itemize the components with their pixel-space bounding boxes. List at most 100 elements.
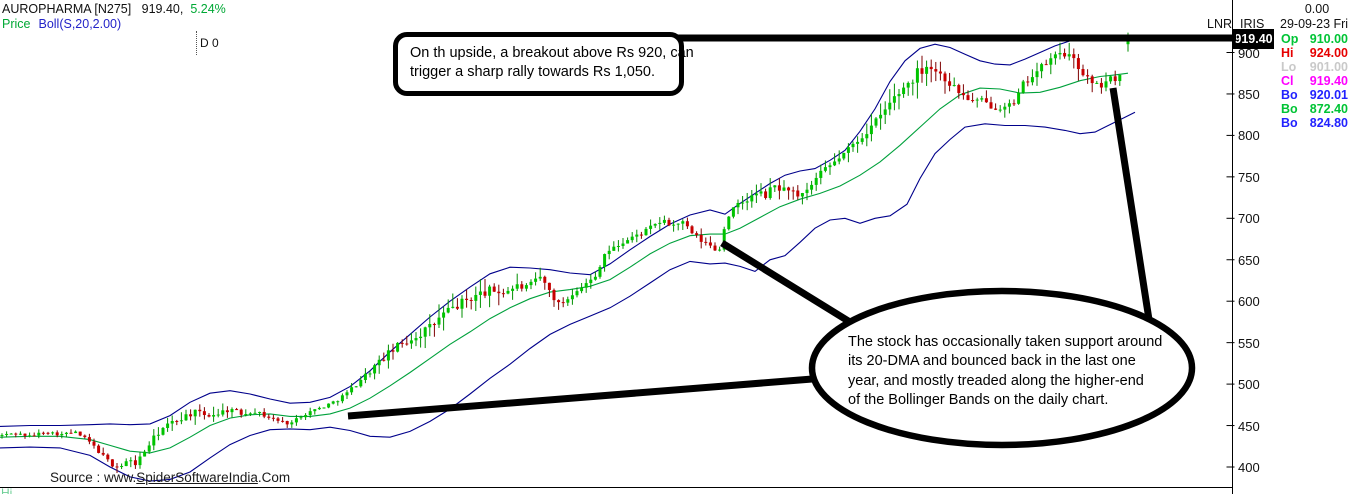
candle-up bbox=[593, 276, 597, 280]
quote-row-value: 910.00 bbox=[1309, 32, 1348, 46]
candle-up bbox=[221, 410, 225, 415]
support-callout-line3: year, and mostly treaded along the highe… bbox=[848, 372, 1144, 389]
candle-up bbox=[800, 193, 804, 197]
candle-down bbox=[787, 187, 791, 191]
cursor-readout: D 0 bbox=[200, 36, 219, 50]
candle-down bbox=[929, 66, 933, 70]
candle-up bbox=[1030, 77, 1034, 83]
candle-up bbox=[299, 417, 303, 419]
candle-up bbox=[676, 223, 680, 225]
candle-up bbox=[768, 187, 772, 198]
candle-down bbox=[271, 417, 275, 419]
iris-label: IRIS bbox=[1240, 17, 1265, 31]
candle-up bbox=[727, 216, 731, 230]
source-prefix: Source : www. bbox=[50, 470, 137, 485]
candle-down bbox=[267, 416, 271, 418]
candle-down bbox=[400, 342, 404, 344]
candle-up bbox=[649, 225, 653, 229]
candle-down bbox=[46, 432, 50, 434]
y-tick-label: 650 bbox=[1238, 252, 1260, 268]
candle-up bbox=[248, 413, 252, 415]
pointer-line-2 bbox=[720, 240, 860, 330]
next-pane-fragment: Hi bbox=[1, 486, 13, 494]
candle-up bbox=[814, 177, 818, 185]
candle-up bbox=[856, 141, 860, 144]
candle-down bbox=[639, 234, 643, 236]
candle-down bbox=[557, 300, 561, 303]
bollinger-lower-band bbox=[0, 111, 1136, 482]
candle-up bbox=[782, 187, 786, 191]
support-callout-text: The stock has occasionally taken support… bbox=[848, 333, 1188, 411]
candle-up bbox=[313, 409, 317, 412]
candle-up bbox=[1104, 81, 1108, 88]
candle-up bbox=[1003, 106, 1007, 110]
pointer-line-1 bbox=[347, 374, 826, 420]
y-tick-label: 600 bbox=[1238, 294, 1260, 310]
candle-up bbox=[359, 380, 363, 387]
candle-up bbox=[354, 386, 358, 388]
candle-down bbox=[920, 68, 924, 74]
quote-row-label: Bo bbox=[1281, 102, 1298, 116]
candle-up bbox=[598, 267, 602, 277]
candle-down bbox=[391, 350, 395, 352]
source-suffix: .Com bbox=[257, 470, 291, 485]
candle-down bbox=[106, 454, 110, 460]
y-tick-label: 500 bbox=[1238, 377, 1260, 393]
candle-up bbox=[879, 114, 883, 119]
quote-row-bo-4: Bo 920.01 bbox=[1281, 88, 1348, 102]
candle-down bbox=[189, 414, 193, 417]
candle-up bbox=[60, 433, 64, 436]
candle-up bbox=[925, 66, 929, 74]
candle-down bbox=[405, 343, 409, 345]
candle-up bbox=[170, 420, 174, 424]
candle-up bbox=[1021, 81, 1025, 93]
quote-row-value: 919.40 bbox=[1309, 74, 1348, 88]
candle-up bbox=[368, 373, 372, 375]
candle-up bbox=[124, 461, 128, 467]
candle-up bbox=[147, 445, 151, 452]
candle-up bbox=[294, 418, 298, 423]
candle-up bbox=[451, 306, 455, 308]
candle-down bbox=[1044, 64, 1048, 66]
candle-down bbox=[262, 411, 266, 417]
candle-up bbox=[754, 193, 758, 196]
lnr-label: LNR bbox=[1207, 17, 1233, 31]
candle-up bbox=[538, 276, 542, 279]
pointer-line-3 bbox=[1109, 87, 1154, 327]
change-percent: 5.24% bbox=[190, 2, 226, 16]
quote-row-label: Op bbox=[1281, 32, 1299, 46]
candle-up bbox=[906, 82, 910, 88]
source-credit: Source : www.SpiderSoftwareIndia.Com bbox=[50, 470, 290, 485]
candle-up bbox=[253, 412, 257, 414]
candle-up bbox=[437, 317, 441, 325]
candle-up bbox=[612, 246, 616, 251]
breakout-callout-line2: trigger a sharp rally towards Rs 1,050. bbox=[410, 64, 655, 80]
quote-row-bo-5: Bo 872.40 bbox=[1281, 102, 1348, 116]
candle-up bbox=[1017, 92, 1021, 104]
candle-up bbox=[819, 170, 823, 178]
candle-down bbox=[713, 245, 717, 251]
candle-down bbox=[465, 298, 469, 301]
candle-down bbox=[667, 219, 671, 226]
candle-up bbox=[396, 342, 400, 352]
candle-up bbox=[524, 285, 528, 289]
candle-up bbox=[580, 287, 584, 292]
quote-row-value: 920.01 bbox=[1309, 88, 1348, 102]
candle-up bbox=[584, 283, 588, 288]
candle-down bbox=[285, 421, 289, 425]
candle-up bbox=[892, 96, 896, 103]
candle-down bbox=[943, 73, 947, 82]
candle-up bbox=[998, 109, 1002, 111]
candle-down bbox=[78, 431, 82, 436]
candle-up bbox=[409, 340, 413, 344]
candlestick-chart bbox=[0, 32, 1136, 482]
candle-up bbox=[534, 278, 538, 282]
candle-down bbox=[520, 284, 524, 289]
candle-up bbox=[860, 138, 864, 142]
header-line1: AUROPHARMA [N275] 919.40, 5.24% bbox=[2, 2, 226, 16]
quote-row-label: Cl bbox=[1281, 74, 1294, 88]
candle-up bbox=[672, 224, 676, 226]
quote-row-label: Hi bbox=[1281, 46, 1294, 60]
quote-row-value: 901.00 bbox=[1309, 60, 1348, 74]
quote-row-label: Bo bbox=[1281, 116, 1298, 130]
